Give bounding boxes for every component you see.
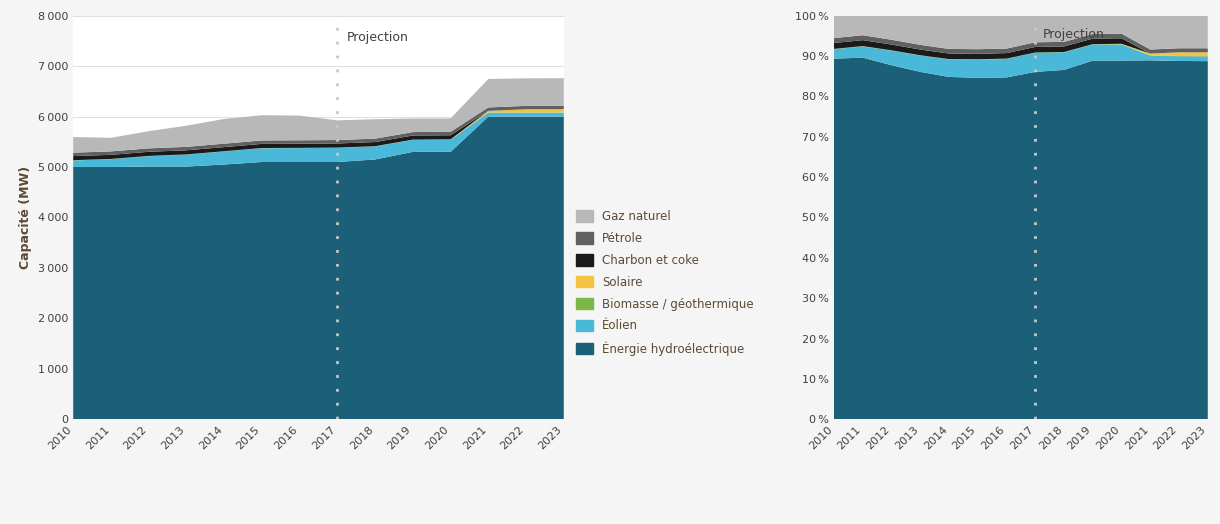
Text: Projection: Projection: [346, 31, 409, 44]
Legend: Gaz naturel, Pétrole, Charbon et coke, Solaire, Biomasse / géothermique, Éolien,: Gaz naturel, Pétrole, Charbon et coke, S…: [572, 206, 758, 359]
Text: Projection: Projection: [1042, 28, 1104, 41]
Y-axis label: Capacité (MW): Capacité (MW): [20, 166, 33, 269]
